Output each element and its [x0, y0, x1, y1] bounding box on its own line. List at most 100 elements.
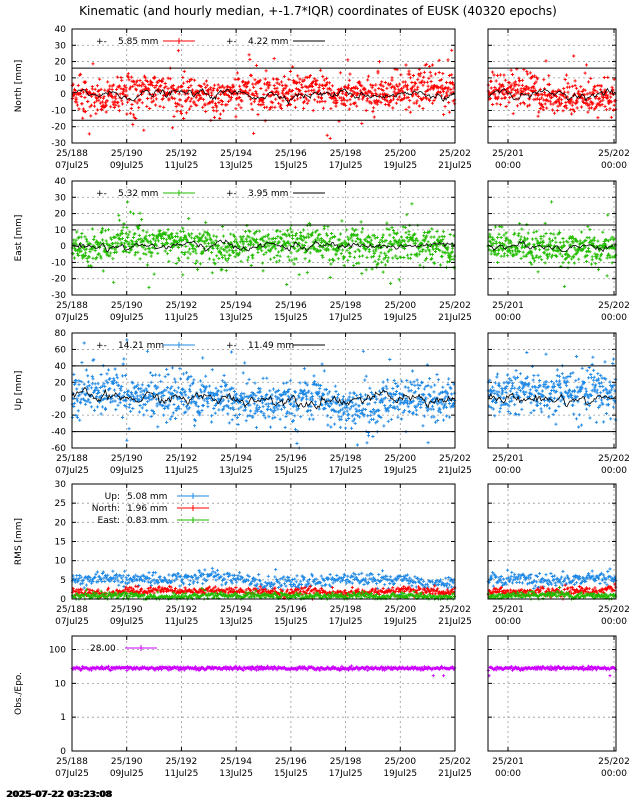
x-tick-label: 17Jul25 [329, 161, 363, 171]
y-tick-label: 100 [49, 646, 66, 656]
x-tick-label: 25/201 [492, 301, 524, 311]
kinematic-points [486, 200, 618, 288]
timestamp-overlay: 2025-07-22 03:23:08 [7, 790, 112, 800]
legend-label: North: [92, 504, 120, 514]
y-tick-label: 20 [55, 210, 67, 220]
x-tick-label: 25/194 [220, 149, 252, 159]
y-tick-label: 80 [55, 329, 67, 339]
main-plot: -30 -20 -10 0 10 20 30 40 25/188 07Jul25 25/190 09J… [51, 177, 472, 323]
legend-value: 28.00 [90, 644, 116, 654]
legend-value: 11.49 mm [248, 341, 294, 351]
x-tick-label: 09Jul25 [110, 313, 144, 323]
legend-value: 14.21 mm [118, 341, 164, 351]
x-tick-label: 25/196 [275, 149, 307, 159]
x-tick-label: 00:00 [601, 769, 627, 779]
legend-prefix: +- [96, 341, 107, 351]
x-tick-label: 13Jul25 [219, 161, 253, 171]
y-tick-label: 40 [55, 25, 67, 35]
legend-value: 3.95 mm [248, 189, 288, 199]
timestamp: 2025-07-22 03:23:08 [6, 790, 111, 800]
legend-value: 1.96 mm [127, 504, 167, 514]
x-tick-label: 17Jul25 [329, 769, 363, 779]
y-tick-label: -30 [51, 291, 66, 301]
x-tick-label: 00:00 [601, 313, 627, 323]
y-tick-label: -20 [51, 123, 66, 133]
x-tick-label: 25/200 [384, 605, 416, 615]
x-tick-label: 15Jul25 [274, 313, 308, 323]
x-tick-label: 25/198 [330, 757, 362, 767]
legend-marker [190, 505, 196, 511]
x-tick-label: 25/202 [439, 605, 471, 615]
legend-value: 0.83 mm [127, 516, 167, 526]
x-tick-label: 21Jul25 [438, 161, 472, 171]
panels: North [mm]-30-20-1001020304025/18807Jul2… [14, 25, 630, 779]
x-tick-label: 13Jul25 [219, 466, 253, 476]
x-tick-label: 21Jul25 [438, 313, 472, 323]
zoom-plot: 25/201 00:00 25/202 00:00 [486, 332, 630, 476]
x-tick-label: 25/201 [492, 454, 524, 464]
x-tick-label: 19Jul25 [383, 617, 417, 627]
x-tick-label: 11Jul25 [165, 466, 199, 476]
x-tick-label: 00:00 [495, 313, 521, 323]
y-tick-label: 60 [55, 345, 67, 355]
median-line [71, 239, 456, 252]
x-tick-label: 11Jul25 [165, 769, 199, 779]
x-tick-label: 25/201 [492, 757, 524, 767]
y-tick-label: 0 [60, 242, 66, 252]
x-tick-label: 25/198 [330, 605, 362, 615]
legend-prefix: +- [96, 189, 107, 199]
y-tick-label: 0 [60, 747, 66, 757]
x-tick-label: 19Jul25 [383, 466, 417, 476]
x-tick-label: 07Jul25 [55, 769, 89, 779]
plot-frame [487, 635, 617, 752]
y-tick-label: 15 [55, 538, 66, 548]
x-tick-label: 15Jul25 [274, 769, 308, 779]
y-tick-label: -30 [51, 139, 66, 149]
x-tick-label: 25/196 [275, 301, 307, 311]
x-tick-label: 25/200 [384, 149, 416, 159]
x-tick-label: 25/188 [56, 605, 88, 615]
legend-prefix: +- [96, 37, 107, 47]
y-tick-label: -20 [51, 275, 66, 285]
legend-label: Up: [105, 492, 120, 502]
plot-frame [487, 332, 617, 449]
x-tick-label: 00:00 [495, 769, 521, 779]
panel-north: North [mm] -30 -20 -10 0 10 20 30 40 25/188 07Jul2… [14, 25, 630, 171]
y-tick-label: -10 [51, 106, 66, 116]
x-tick-label: 25/202 [439, 301, 471, 311]
x-tick-label: 25/188 [56, 757, 88, 767]
x-tick-label: 00:00 [495, 161, 521, 171]
y-tick-label: 40 [55, 362, 67, 372]
x-tick-label: 25/188 [56, 454, 88, 464]
x-tick-label: 21Jul25 [438, 466, 472, 476]
x-tick-label: 09Jul25 [110, 769, 144, 779]
x-tick-label: 00:00 [601, 466, 627, 476]
obs-points [70, 664, 457, 678]
legend-value: 5.85 mm [118, 37, 158, 47]
legend-value: 4.22 mm [248, 37, 288, 47]
median-line [487, 87, 617, 102]
x-tick-label: 00:00 [495, 466, 521, 476]
x-tick-label: 11Jul25 [165, 313, 199, 323]
y-tick-label: 20 [55, 58, 67, 68]
x-tick-label: 09Jul25 [110, 617, 144, 627]
x-tick-label: 25/190 [111, 149, 143, 159]
x-tick-label: 25/202 [598, 757, 630, 767]
x-tick-label: 17Jul25 [329, 313, 363, 323]
legend-marker [176, 342, 182, 348]
y-axis-label: North [mm] [14, 60, 24, 113]
x-tick-label: 17Jul25 [329, 466, 363, 476]
x-tick-label: 25/188 [56, 149, 88, 159]
y-tick-label: -20 [51, 411, 66, 421]
main-plot: -60 -40 -20 0 20 40 60 80 25/188 07Jul25 25/190 09J… [51, 329, 472, 476]
legend-marker [190, 493, 196, 499]
x-tick-label: 25/200 [384, 757, 416, 767]
y-tick-label: 0 [60, 595, 66, 605]
legend-marker [176, 38, 182, 44]
zoom-plot: 25/201 00:00 25/202 00:00 [486, 635, 630, 779]
legend-marker [138, 645, 144, 651]
legend-marker [176, 190, 182, 196]
x-tick-label: 25/202 [439, 454, 471, 464]
y-tick-label: -60 [51, 444, 66, 454]
